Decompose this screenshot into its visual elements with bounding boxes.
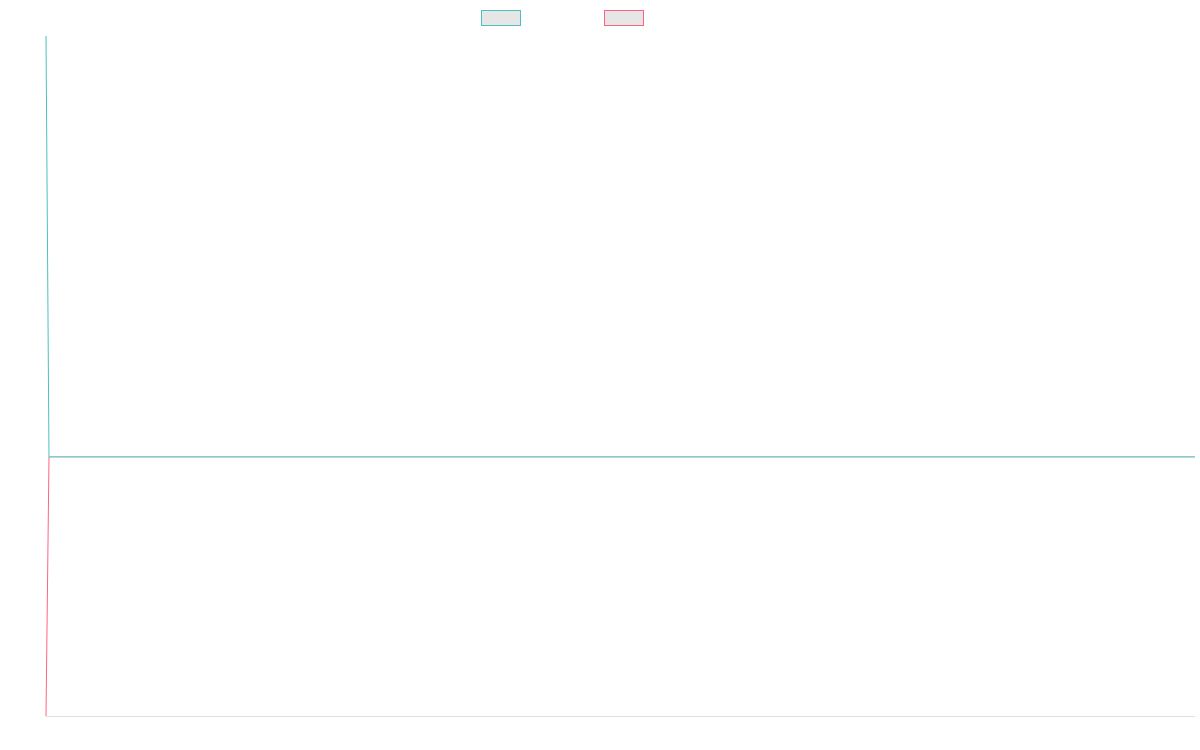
line-series <box>45 456 1195 717</box>
legend-swatch[interactable] <box>604 10 644 26</box>
line-series <box>45 35 1195 458</box>
legend-swatch[interactable] <box>481 10 521 26</box>
